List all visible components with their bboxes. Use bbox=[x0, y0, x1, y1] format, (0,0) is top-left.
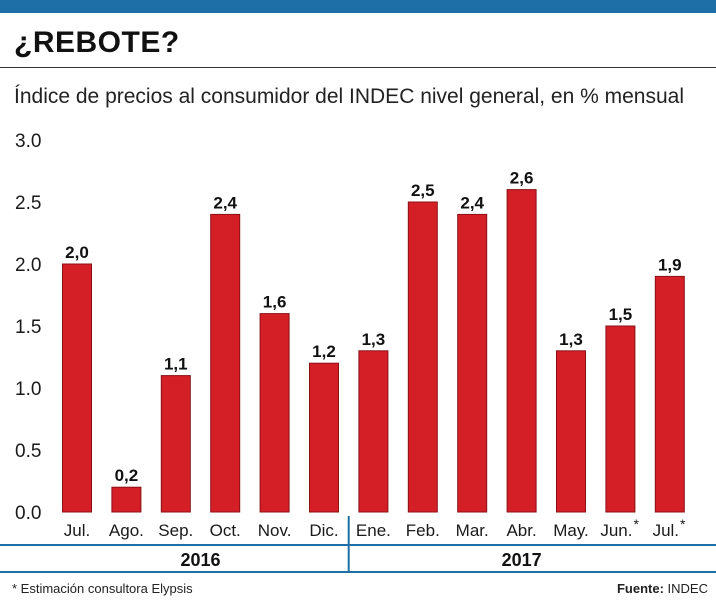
y-tick-label: 2.0 bbox=[15, 255, 41, 276]
chart-title: ¿REBOTE? bbox=[14, 26, 180, 59]
footnote: * Estimación consultora Elypsis bbox=[12, 581, 193, 596]
data-label: 1,3 bbox=[559, 330, 583, 349]
data-label: 2,0 bbox=[65, 243, 89, 262]
year-label: 2017 bbox=[502, 550, 542, 570]
x-tick-label: Jul. bbox=[64, 521, 90, 540]
bar bbox=[160, 375, 191, 513]
data-label: 2,4 bbox=[460, 193, 484, 212]
bar bbox=[111, 486, 142, 513]
bar bbox=[407, 201, 438, 513]
bar bbox=[506, 189, 537, 513]
data-label: 1,3 bbox=[362, 330, 386, 349]
x-tick-label: May. bbox=[553, 521, 589, 540]
bar bbox=[259, 313, 290, 513]
data-label: 2,6 bbox=[510, 169, 534, 188]
x-tick-label: Mar. bbox=[456, 521, 489, 540]
data-label: 1,9 bbox=[658, 255, 682, 274]
source-credit: Fuente: INDEC bbox=[617, 581, 708, 596]
year-label: 2016 bbox=[180, 550, 220, 570]
bar bbox=[62, 263, 92, 513]
data-label: 1,2 bbox=[312, 342, 336, 361]
x-tick-label: Nov. bbox=[258, 521, 292, 540]
bar bbox=[605, 325, 636, 513]
y-tick-label: 0.5 bbox=[15, 441, 41, 462]
bar bbox=[654, 275, 685, 513]
y-tick-label: 1.0 bbox=[15, 379, 41, 400]
data-label: 2,4 bbox=[213, 193, 237, 212]
x-tick-label: Oct. bbox=[210, 521, 241, 540]
data-label: 0,2 bbox=[115, 466, 139, 485]
x-tick-asterisk: * bbox=[680, 516, 686, 532]
bar bbox=[556, 350, 586, 513]
x-tick-asterisk: * bbox=[633, 516, 639, 532]
data-label: 2,5 bbox=[411, 181, 435, 200]
x-tick-label: Ago. bbox=[109, 521, 144, 540]
data-label: 1,5 bbox=[609, 305, 633, 324]
source-value: INDEC bbox=[667, 581, 708, 596]
data-label: 1,1 bbox=[164, 355, 188, 374]
bar bbox=[457, 213, 488, 513]
bar bbox=[358, 350, 389, 513]
data-label: 1,6 bbox=[263, 293, 287, 312]
top-accent-bar bbox=[0, 0, 716, 13]
x-tick-label: Ene. bbox=[356, 521, 391, 540]
source-label: Fuente: bbox=[616, 581, 664, 596]
bar bbox=[309, 362, 339, 513]
x-tick-label: Feb. bbox=[406, 521, 440, 540]
y-tick-label: 1.5 bbox=[15, 317, 41, 338]
x-tick-label: Sep. bbox=[158, 521, 193, 540]
x-tick-label: Jul. bbox=[653, 521, 679, 540]
bar bbox=[210, 213, 241, 513]
y-tick-label: 2.5 bbox=[15, 193, 41, 214]
y-tick-label: 0.0 bbox=[15, 503, 41, 524]
x-tick-label: Abr. bbox=[506, 521, 536, 540]
x-tick-label: Dic. bbox=[309, 521, 338, 540]
chart-subtitle: Índice de precios al consumidor del INDE… bbox=[14, 85, 685, 108]
x-tick-label: Jun. bbox=[600, 521, 632, 540]
y-tick-label: 3.0 bbox=[15, 131, 41, 152]
title-divider bbox=[0, 67, 716, 68]
